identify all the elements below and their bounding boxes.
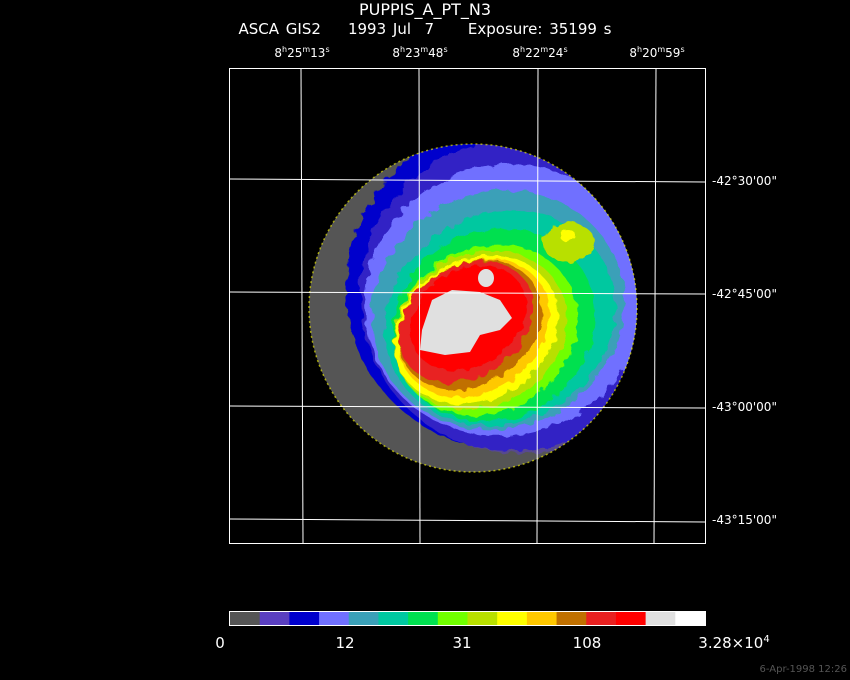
saturated-core: [420, 290, 512, 355]
image-title: PUPPIS_A_PT_N3: [358, 0, 492, 19]
coordinate-grid: [228, 67, 706, 544]
colorbar-swatch: [675, 612, 706, 625]
colorbar-swatch: [586, 612, 617, 625]
colorbar-swatch: [556, 612, 587, 625]
ra-label-2: 8h23m48s: [392, 45, 448, 60]
colorbar-swatch: [615, 612, 647, 625]
colorbar-swatch: [526, 612, 558, 625]
colorbar-label-4: 108: [572, 634, 602, 652]
colorbar-swatch: [348, 612, 379, 625]
ra-label-4: 8h20m59s: [629, 45, 685, 60]
colorbar-swatch: [408, 612, 439, 625]
colorbar-swatch: [645, 612, 676, 625]
colorbar-swatch: [289, 612, 320, 625]
dec-label-1: -42°30'00": [712, 174, 777, 188]
colorbar-label-3: 31: [452, 634, 472, 652]
colorbar-swatch: [259, 612, 290, 625]
colorbar-swatch: [378, 612, 409, 625]
colorbar-swatch: [230, 612, 261, 625]
dec-label-3: -43°00'00": [712, 400, 777, 414]
ra-label-1: 8h25m13s: [274, 45, 330, 60]
colorbar-swatch: [497, 612, 528, 625]
dec-label-2: -42°45'00": [712, 287, 777, 301]
observation-subtitle: ASCA GIS2 1993 Jul 7 Exposure: 35199 s: [238, 20, 612, 38]
colorbar-label-min: 0: [215, 634, 225, 652]
xray-intensity-map: [309, 144, 637, 472]
timestamp: 6-Apr-1998 12:26: [759, 664, 847, 675]
colorbar-swatch: [319, 612, 350, 625]
colorbar-label-max: 3.28×104: [698, 634, 770, 652]
ra-label-3: 8h22m24s: [512, 45, 568, 60]
dec-label-4: -43°15'00": [712, 513, 777, 527]
colorbar-swatch: [437, 612, 468, 625]
colorbar-label-2: 12: [335, 634, 355, 652]
colorbar-swatch: [467, 612, 498, 625]
colorbar: [230, 612, 706, 625]
